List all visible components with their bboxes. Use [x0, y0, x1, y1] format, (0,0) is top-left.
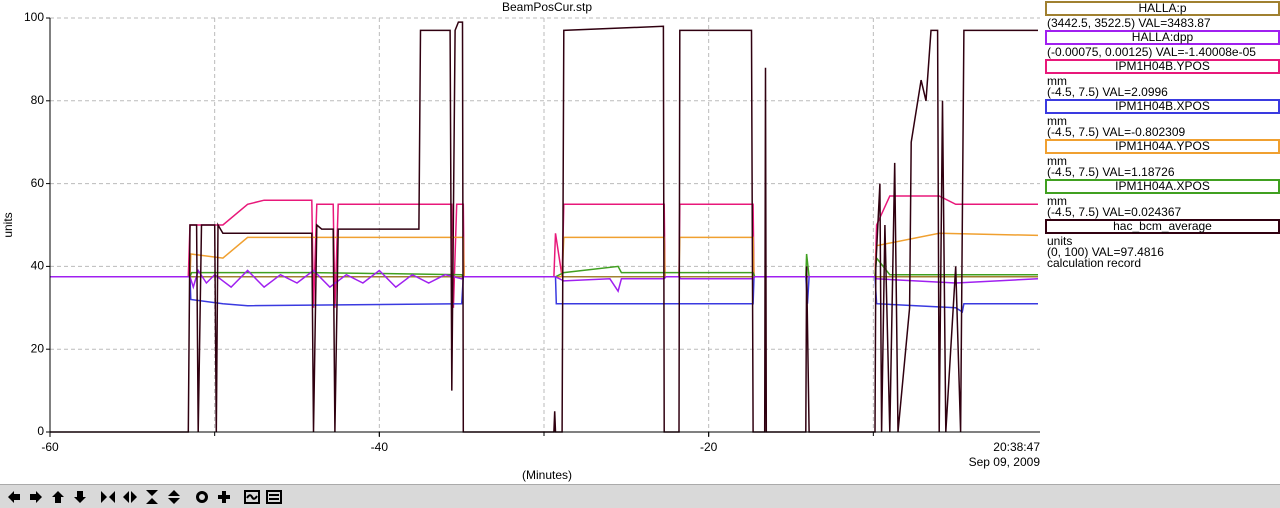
add-button[interactable]	[214, 487, 234, 507]
legend-note: calculation record	[1047, 256, 1142, 270]
y-tick-label: 0	[37, 424, 44, 438]
legend-range: (3442.5, 3522.5) VAL=3483.87	[1047, 16, 1211, 30]
plot: BeamPosCur.stp units (Minutes) 20:38:47 …	[1, 0, 1041, 482]
legend-label[interactable]: IPM1H04A.YPOS	[1045, 139, 1280, 154]
timestamp-date: Sep 09, 2009	[969, 455, 1041, 469]
legend-range: (-4.5, 7.5) VAL=-0.802309	[1047, 125, 1186, 139]
legend-label[interactable]: hac_bcm_average	[1045, 219, 1280, 234]
legend-entry: HALLA:dpp (-0.00075, 0.00125) VAL=-1.4000…	[1045, 30, 1280, 58]
legend-units: mm	[1047, 194, 1067, 208]
pan-left-button[interactable]	[4, 487, 24, 507]
zoom-in-x-button[interactable]	[98, 487, 118, 507]
x-axis-label: (Minutes)	[522, 468, 572, 482]
legend-range: (-0.00075, 0.00125) VAL=-1.40008e-05	[1047, 45, 1256, 59]
y-tick-label: 60	[31, 176, 45, 190]
y-tick-label: 20	[31, 341, 45, 355]
legend-range: (0, 100) VAL=97.4816	[1047, 245, 1164, 259]
timestamp-time: 20:38:47	[993, 440, 1040, 454]
legend-units: mm	[1047, 114, 1067, 128]
legend-range: (-4.5, 7.5) VAL=0.024367	[1047, 205, 1182, 219]
legend-range: (-4.5, 7.5) VAL=1.18726	[1047, 165, 1175, 179]
refresh-button[interactable]	[242, 487, 262, 507]
x-tick-label: -60	[41, 440, 59, 454]
legend-units: units	[1047, 234, 1073, 248]
y-axis-label: units	[1, 212, 15, 237]
pan-up-button[interactable]	[48, 487, 68, 507]
legend-entry: IPM1H04B.XPOS mm (-4.5, 7.5) VAL=-0.802309	[1045, 99, 1280, 138]
legend-label[interactable]: IPM1H04A.XPOS	[1045, 179, 1280, 194]
legend-units: mm	[1047, 74, 1067, 88]
pan-right-button[interactable]	[26, 487, 46, 507]
legend-units: mm	[1047, 154, 1067, 168]
zoom-out-x-button[interactable]	[120, 487, 140, 507]
x-tick-label: -40	[371, 440, 389, 454]
auto-scroll-button[interactable]	[264, 487, 284, 507]
legend-label[interactable]: HALLA:dpp	[1045, 30, 1280, 45]
y-tick-label: 40	[31, 259, 45, 273]
trace	[50, 268, 1039, 294]
legend-entry: hac_bcm_average units (0, 100) VAL=97.4816…	[1045, 219, 1280, 269]
x-tick-label: -20	[700, 440, 718, 454]
legend-label[interactable]: HALLA:p	[1045, 1, 1280, 16]
reset-button[interactable]	[192, 487, 212, 507]
y-tick-label: 80	[31, 93, 45, 107]
legend-entry: IPM1H04B.YPOS mm (-4.5, 7.5) VAL=2.0996	[1045, 59, 1280, 98]
pan-down-button[interactable]	[70, 487, 90, 507]
zoom-out-y-button[interactable]	[164, 487, 184, 507]
legend-entry: IPM1H04A.XPOS mm (-4.5, 7.5) VAL=0.024367	[1045, 179, 1280, 218]
legend-entry: IPM1H04A.YPOS mm (-4.5, 7.5) VAL=1.18726	[1045, 139, 1280, 178]
chart-title: BeamPosCur.stp	[502, 0, 592, 14]
legend-label[interactable]: IPM1H04B.XPOS	[1045, 99, 1280, 114]
trace	[50, 276, 1038, 314]
legend: HALLA:p (3442.5, 3522.5) VAL=3483.87 HALLA…	[1045, 0, 1280, 269]
toolbar	[0, 484, 1280, 508]
zoom-in-y-button[interactable]	[142, 487, 162, 507]
legend-range: (-4.5, 7.5) VAL=2.0996	[1047, 85, 1168, 99]
legend-label[interactable]: IPM1H04B.YPOS	[1045, 59, 1280, 74]
y-tick-label: 100	[24, 10, 44, 24]
legend-entry: HALLA:p (3442.5, 3522.5) VAL=3483.87	[1045, 1, 1280, 29]
